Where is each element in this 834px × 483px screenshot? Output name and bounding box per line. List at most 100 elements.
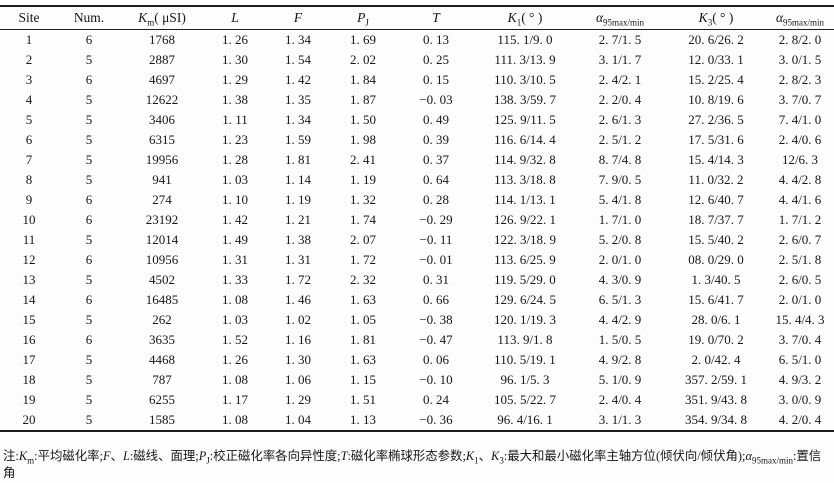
cell-k1: 113. 3/18. 8 [494, 172, 556, 187]
cell-l: 1. 26 [222, 352, 248, 367]
cell-k1: 111. 3/13. 9 [494, 52, 556, 67]
text-segment: :磁线、面理; [129, 449, 199, 464]
column-header-alpha95-max: α95max/min [574, 6, 666, 30]
cell-num: 6 [85, 252, 93, 267]
cell-t: −0. 38 [419, 312, 453, 327]
cell-f: 1. 29 [285, 392, 311, 407]
cell-l: 1. 26 [222, 32, 248, 47]
cell-pj: 1. 98 [350, 132, 376, 147]
cell-t: −0. 29 [419, 212, 453, 227]
cell-f: 1. 19 [285, 192, 311, 207]
cell-a95max-min-1: 1. 5/0. 5 [598, 332, 642, 347]
cell-a95max-min-2: 3. 7/0. 7 [778, 92, 822, 107]
cell-a95max-min-2: 6. 5/1. 0 [778, 352, 822, 367]
cell-km: 3635 [149, 332, 175, 347]
cell-a95max-min-2: 2. 8/2. 3 [778, 72, 822, 87]
cell-site: 5 [25, 112, 33, 127]
cell-a95max-min-2: 4. 4/2. 8 [778, 172, 822, 187]
column-header-km: Km( μSI) [120, 6, 204, 30]
cell-t: 0. 37 [423, 152, 449, 167]
cell-f: 1. 34 [285, 32, 311, 47]
cell-km: 1585 [149, 412, 175, 427]
cell-a95max-min-2: 7. 4/1. 0 [778, 112, 822, 127]
cell-site: 2 [25, 52, 33, 67]
text-segment: :置信角 [3, 449, 822, 480]
cell-num: 5 [85, 112, 93, 127]
cell-a95max-min-1: 5. 1/0. 9 [598, 372, 642, 387]
cell-km: 4697 [149, 72, 175, 87]
cell-k1: 113. 9/1. 8 [497, 332, 553, 347]
text-segment: :校正磁化率各向异性度; [209, 449, 341, 464]
cell-k1: 114. 9/32. 8 [494, 152, 556, 167]
cell-l: 1. 11 [222, 112, 248, 127]
cell-pj: 1. 72 [350, 252, 376, 267]
cell-a95max-min-2: 2. 5/1. 8 [778, 252, 822, 267]
cell-a95max-min-1: 5. 2/0. 8 [598, 232, 642, 247]
cell-k3: 15. 4/14. 3 [688, 152, 744, 167]
cell-a95max-min-1: 2. 2/0. 4 [598, 92, 642, 107]
table-row: 16 6 3635 1. 52 1. 16 1. 81 −0. 47 113. 9/1. 8 1… [0, 330, 834, 350]
ams-data-table: Site Num. Km( μSI) L F PJ T K1( ° ) α95m… [0, 5, 834, 432]
cell-l: 1. 31 [222, 252, 248, 267]
cell-f: 1. 59 [285, 132, 311, 147]
cell-l: 1. 23 [222, 132, 248, 147]
cell-num: 6 [85, 192, 93, 207]
column-header-t: T [396, 6, 476, 30]
text-segment: T [432, 10, 440, 25]
cell-pj: 2. 41 [350, 152, 376, 167]
text-segment: P [357, 10, 366, 25]
text-segment: Num. [73, 10, 105, 25]
cell-t: 0. 13 [423, 32, 449, 47]
text-segment: K [138, 10, 148, 25]
table-row: 13 5 4502 1. 33 1. 72 2. 32 0. 31 119. 5/29. 0 4… [0, 270, 834, 290]
table-row: 9 6 274 1. 10 1. 19 1. 32 0. 28 114. 1/13. 1 5. … [0, 190, 834, 210]
table-row: 14 6 16485 1. 08 1. 46 1. 63 0. 66 129. 6/24. 5… [0, 290, 834, 310]
text-segment: :磁化率椭球形态参数; [347, 449, 466, 464]
cell-t: 0. 24 [423, 392, 449, 407]
text-segment: J [206, 455, 210, 466]
cell-site: 17 [22, 352, 36, 367]
cell-f: 1. 16 [285, 332, 311, 347]
cell-num: 5 [85, 272, 93, 287]
column-header-num: Num. [58, 6, 120, 30]
cell-t: −0. 03 [419, 92, 453, 107]
cell-k1: 138. 3/59. 7 [493, 92, 557, 107]
cell-a95max-min-2: 2. 4/0. 6 [778, 132, 822, 147]
text-segment: :最大和最小磁化率主轴方位(倾伏向/倾伏角); [503, 449, 746, 464]
cell-k1: 110. 5/19. 1 [494, 352, 556, 367]
cell-a95max-min-1: 4. 4/2. 9 [598, 312, 642, 327]
cell-a95max-min-2: 2. 6/0. 7 [778, 232, 822, 247]
table-row: 5 5 3406 1. 11 1. 34 1. 50 0. 49 125. 9/11. 5 2.… [0, 110, 834, 130]
cell-k1: 122. 3/18. 9 [493, 232, 557, 247]
cell-a95max-min-2: 4. 2/0. 4 [778, 412, 822, 427]
cell-a95max-min-1: 2. 4/0. 4 [598, 392, 642, 407]
cell-site: 18 [22, 372, 36, 387]
cell-k1: 125. 9/11. 5 [494, 112, 556, 127]
cell-t: 0. 25 [423, 52, 449, 67]
cell-a95max-min-2: 2. 0/1. 0 [778, 292, 822, 307]
table-row: 3 6 4697 1. 29 1. 42 1. 84 0. 15 110. 3/10. 5 2.… [0, 70, 834, 90]
cell-a95max-min-2: 12/6. 3 [781, 152, 819, 167]
text-segment: 95max/min [751, 455, 793, 466]
cell-pj: 1. 05 [350, 312, 376, 327]
cell-t: 0. 66 [423, 292, 449, 307]
cell-pj: 1. 51 [350, 392, 376, 407]
text-segment: 、 [110, 449, 123, 464]
table-footnote: 注:Km:平均磁化率;F、L:磁线、面理;PJ:校正磁化率各向异性度;T:磁化率… [0, 444, 834, 481]
text-segment: L [231, 10, 239, 25]
text-segment: m [27, 455, 35, 466]
cell-a95max-min-2: 2. 6/0. 5 [778, 272, 822, 287]
cell-l: 1. 30 [222, 52, 248, 67]
cell-site: 4 [25, 92, 33, 107]
cell-k1: 115. 1/9. 0 [497, 32, 553, 47]
table-body: 1 6 1768 1. 26 1. 34 1. 69 0. 13 115. 1/9. 0 2. … [0, 30, 834, 432]
table-row: 20 5 1585 1. 08 1. 04 1. 13 −0. 36 96. 4/16. 1 3… [0, 410, 834, 431]
cell-pj: 1. 81 [350, 332, 376, 347]
cell-num: 6 [85, 292, 93, 307]
cell-k3: 12. 6/40. 7 [688, 192, 744, 207]
cell-km: 2887 [149, 52, 175, 67]
text-segment: J [365, 17, 369, 28]
cell-l: 1. 33 [222, 272, 248, 287]
cell-a95max-min-1: 2. 0/1. 0 [598, 252, 642, 267]
cell-a95max-min-2: 3. 0/1. 5 [778, 52, 822, 67]
